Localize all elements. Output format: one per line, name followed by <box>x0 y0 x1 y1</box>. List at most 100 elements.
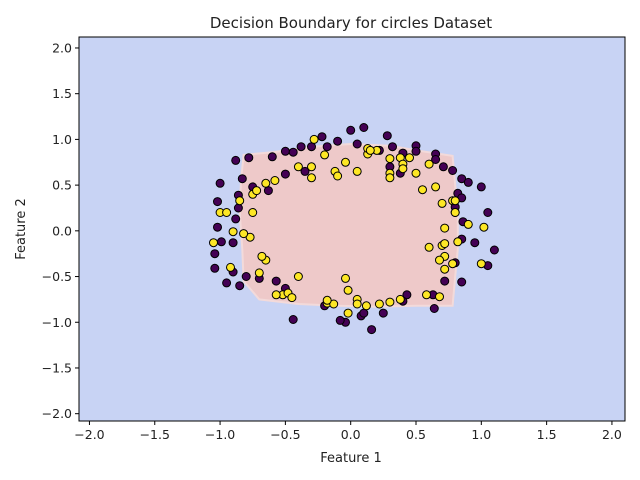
x-tick-label: −2.0 <box>74 427 104 442</box>
data-point <box>307 162 316 172</box>
data-point <box>263 186 273 196</box>
data-point <box>440 276 450 286</box>
data-point <box>248 208 258 217</box>
data-point <box>288 315 298 324</box>
data-point <box>261 178 271 188</box>
data-point <box>293 162 303 172</box>
data-point <box>385 154 395 164</box>
y-tick-label: −0.5 <box>42 269 72 284</box>
x-tick-label: 0.0 <box>341 427 361 442</box>
data-point <box>322 295 332 305</box>
data-point <box>226 262 235 272</box>
data-point <box>288 147 298 157</box>
data-point <box>216 237 226 247</box>
data-point <box>382 131 392 141</box>
data-point <box>440 264 450 274</box>
data-point <box>333 136 343 146</box>
plot-frame <box>78 36 626 422</box>
data-point <box>231 214 241 224</box>
data-point <box>210 263 220 273</box>
data-point <box>210 249 220 259</box>
data-point <box>254 268 264 278</box>
data-point <box>271 290 281 300</box>
data-point <box>422 290 431 300</box>
data-point <box>228 238 238 248</box>
data-point <box>293 272 303 281</box>
data-point <box>435 255 444 265</box>
data-point <box>352 166 362 176</box>
data-point <box>440 223 450 233</box>
data-point <box>450 196 460 206</box>
data-point <box>213 222 222 232</box>
data-point <box>476 259 486 269</box>
data-point <box>457 277 467 287</box>
data-point <box>287 293 297 303</box>
data-point <box>453 237 463 247</box>
data-point <box>402 290 412 300</box>
y-tick-label: −2.0 <box>42 406 72 421</box>
data-point <box>411 146 421 156</box>
data-point <box>424 242 434 252</box>
data-point <box>431 155 441 164</box>
data-point <box>378 308 388 318</box>
data-point <box>352 299 362 309</box>
x-tick-label: 2.0 <box>602 427 622 442</box>
data-point <box>395 294 405 304</box>
data-point <box>341 273 350 283</box>
data-point <box>463 177 473 187</box>
data-point <box>235 196 245 206</box>
data-point <box>228 227 238 237</box>
data-point <box>235 281 245 291</box>
data-point <box>359 308 369 318</box>
data-point <box>483 208 493 217</box>
data-point <box>346 125 356 135</box>
data-point <box>257 251 267 261</box>
data-point <box>215 178 225 188</box>
data-point <box>267 152 277 162</box>
data-point <box>252 186 262 196</box>
data-point <box>374 299 384 309</box>
data-point <box>343 308 353 318</box>
data-point <box>222 208 232 217</box>
x-tick-label: −1.5 <box>140 427 170 442</box>
chart-title: Decision Boundary for circles Dataset <box>210 14 492 32</box>
y-tick-label: 2.0 <box>52 40 72 55</box>
data-point <box>398 164 408 174</box>
data-point <box>438 162 448 172</box>
x-tick-label: 1.5 <box>537 427 557 442</box>
data-point <box>359 123 369 132</box>
data-point <box>239 229 249 239</box>
data-point <box>231 155 241 165</box>
y-tick-label: −1.0 <box>42 315 72 330</box>
data-point <box>435 292 444 302</box>
data-point <box>341 157 350 167</box>
data-point <box>270 176 280 185</box>
data-point <box>237 174 247 184</box>
data-point <box>213 197 222 207</box>
data-point <box>429 304 439 313</box>
data-point <box>307 142 316 152</box>
data-point <box>388 142 397 152</box>
data-point <box>385 297 395 307</box>
data-point <box>385 173 395 183</box>
data-point <box>335 315 345 325</box>
data-point <box>448 166 458 175</box>
data-point <box>296 142 306 152</box>
data-point <box>280 169 290 179</box>
data-point <box>343 285 353 295</box>
data-point <box>418 185 427 195</box>
data-point <box>233 203 243 213</box>
data-point <box>307 173 316 183</box>
data-point <box>317 132 327 142</box>
data-point <box>437 198 447 208</box>
data-point <box>333 171 343 181</box>
data-point <box>489 245 499 255</box>
data-point <box>365 145 375 155</box>
y-tick-label: 0.5 <box>52 178 72 193</box>
data-point <box>463 219 473 229</box>
x-axis-label: Feature 1 <box>320 451 382 466</box>
data-point <box>309 134 319 144</box>
data-point <box>280 146 290 156</box>
data-point <box>367 325 377 335</box>
